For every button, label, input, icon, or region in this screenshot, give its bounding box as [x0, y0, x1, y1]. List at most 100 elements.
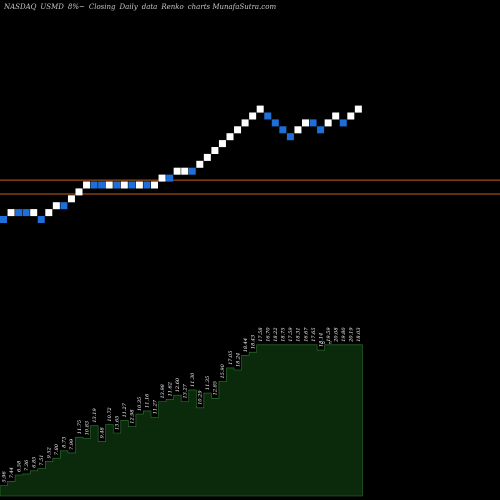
volume-label-14: 10.72	[107, 407, 113, 421]
volume-label-13: 9.48	[99, 427, 105, 438]
renko-brick-32	[241, 119, 249, 127]
renko-brick-25	[188, 167, 196, 175]
volume-label-7: 7.80	[54, 443, 60, 455]
volume-label-2: 6.58	[16, 461, 22, 472]
renko-brick-39	[294, 126, 302, 134]
renko-brick-43	[324, 119, 332, 127]
renko-brick-2	[15, 209, 23, 217]
renko-brick-12	[90, 181, 98, 189]
volume-label-32: 18.44	[243, 338, 249, 352]
volume-label-42: 18.14	[318, 333, 324, 347]
renko-brick-4	[30, 209, 38, 217]
renko-brick-37	[279, 126, 287, 134]
volume-label-22: 11.62	[167, 382, 173, 396]
volume-label-12: 13.19	[92, 408, 98, 423]
volume-label-38: 17.59	[288, 327, 294, 342]
renko-brick-8	[60, 202, 68, 210]
volume-label-35: 16.70	[266, 327, 272, 342]
renko-brick-1	[7, 209, 15, 217]
volume-label-41: 17.65	[311, 327, 317, 341]
volume-label-24: 13.27	[182, 383, 188, 398]
renko-brick-15	[113, 181, 121, 189]
volume-marker-1: c	[329, 340, 332, 346]
renko-brick-0	[0, 216, 7, 223]
renko-brick-5	[37, 216, 45, 223]
title-change: 8%~	[67, 3, 85, 11]
volume-label-4: 6.85	[31, 457, 37, 468]
renko-brick-28	[211, 147, 219, 154]
volume-label-28: 12.85	[213, 381, 219, 395]
volume-label-30: 17.05	[228, 351, 234, 365]
volume-label-27: 11.35	[205, 376, 211, 390]
volume-label-33: 18.43	[250, 335, 256, 349]
volume-label-31: 18.24	[235, 353, 241, 367]
volume-label-8: 8.73	[62, 437, 68, 448]
title-mode: Closing	[88, 3, 116, 11]
renko-brick-35	[264, 112, 272, 120]
volume-label-34: 17.58	[258, 327, 264, 341]
volume-label-10: 11.75	[77, 420, 83, 434]
renko-brick-10	[75, 188, 83, 196]
title-ticker: USMD	[40, 3, 64, 11]
volume-label-0: 5.96	[1, 471, 7, 483]
renko-brick-33	[249, 112, 257, 120]
renko-brick-6	[45, 209, 53, 217]
volume-label-15: 13.65	[115, 416, 121, 430]
volume-label-6: 9.52	[47, 447, 53, 458]
volume-label-44: 20.08	[333, 327, 339, 342]
volume-label-19: 11.16	[145, 393, 151, 408]
renko-brick-21	[158, 174, 166, 182]
renko-brick-38	[286, 133, 294, 141]
volume-label-20: 11.27	[152, 399, 158, 414]
renko-brick-14	[105, 181, 113, 189]
volume-label-37: 18.75	[281, 327, 287, 341]
renko-brick-3	[22, 209, 30, 217]
title-source: charts MunafaSutra.com	[187, 3, 277, 11]
renko-brick-31	[234, 126, 242, 134]
renko-brick-27	[203, 153, 211, 161]
renko-brick-7	[52, 202, 60, 210]
renko-brick-19	[143, 181, 151, 189]
renko-brick-44	[332, 112, 340, 120]
volume-label-46: 20.19	[349, 327, 355, 343]
volume-marker-0: o	[322, 340, 325, 346]
volume-label-26: 10.29	[198, 390, 204, 405]
chart-title: NASDAQ USMD 8%~ Closing Daily data Renko charts…	[4, 3, 496, 15]
volume-label-3: 7.36	[24, 459, 30, 471]
volume-label-5: 7.51	[39, 455, 45, 466]
renko-brick-13	[98, 181, 106, 189]
title-frequency: Daily	[119, 3, 138, 11]
renko-brick-41	[309, 119, 317, 127]
volume-label-40: 16.67	[303, 327, 309, 342]
renko-brick-45	[339, 119, 347, 127]
renko-brick-17	[128, 181, 136, 189]
renko-brick-22	[166, 174, 174, 182]
renko-brick-23	[173, 167, 181, 175]
renko-brick-18	[135, 181, 143, 189]
renko-brick-47	[354, 105, 362, 113]
volume-label-25: 11.30	[190, 372, 196, 387]
volume-label-18: 10.35	[137, 397, 143, 411]
renko-brick-20	[151, 181, 158, 189]
renko-brick-11	[83, 181, 91, 189]
renko-brick-26	[196, 160, 204, 168]
title-kind: Renko	[161, 3, 184, 11]
volume-label-45: 19.80	[341, 327, 347, 342]
renko-brick-42	[317, 126, 325, 134]
volume-label-16: 11.27	[122, 402, 128, 417]
volume-label-23: 12.60	[175, 377, 181, 392]
renko-brick-16	[120, 181, 128, 189]
renko-brick-36	[271, 119, 279, 127]
renko-brick-24	[181, 167, 189, 175]
volume-label-17: 12.98	[130, 409, 136, 423]
volume-area	[0, 344, 363, 497]
renko-brick-29	[218, 140, 226, 148]
renko-brick-34	[256, 105, 264, 113]
volume-label-21: 13.98	[160, 384, 166, 398]
renko-brick-40	[302, 119, 309, 127]
volume-label-36: 18.22	[273, 327, 279, 341]
renko-brick-46	[347, 112, 355, 120]
volume-label-29: 15.90	[220, 363, 226, 378]
title-exchange: NASDAQ	[4, 3, 37, 11]
